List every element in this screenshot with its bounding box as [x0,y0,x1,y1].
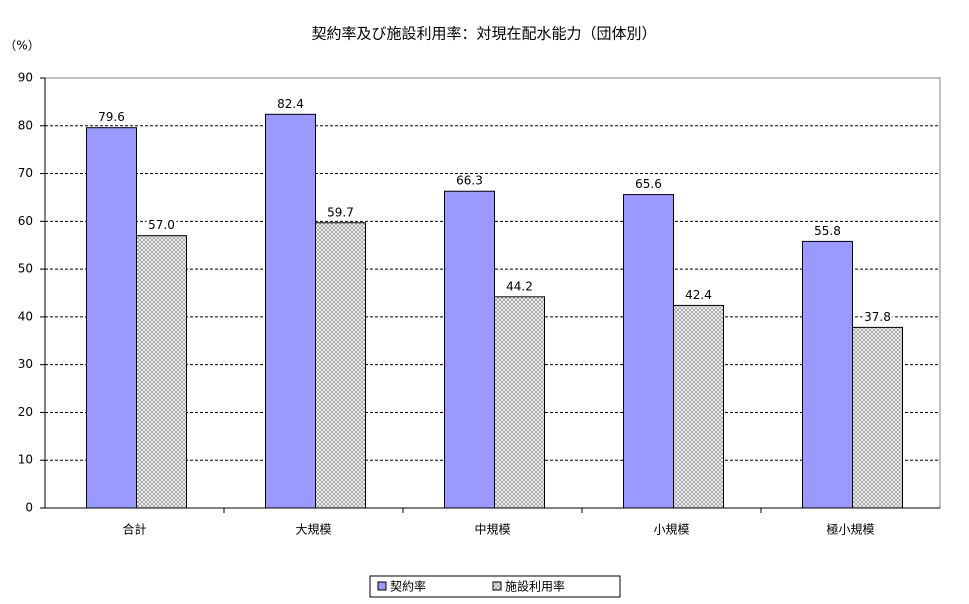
legend-label: 契約率 [390,579,426,594]
y-tick-label: 10 [18,453,33,467]
y-tick-label: 30 [18,357,33,371]
value-label-bg [633,178,664,192]
x-tick-label: 極小規模 [826,522,874,537]
bar [852,326,903,509]
y-tick-label: 80 [18,118,33,132]
bar [136,235,187,509]
value-label-bg [683,289,714,303]
legend-swatch [492,581,502,591]
value-label: 66.3 [456,174,483,188]
value-label: 44.2 [506,279,533,293]
y-axis-label: （%） [4,39,39,53]
value-label: 55.8 [814,224,841,238]
bar [494,296,545,509]
x-tick-label: 小規模 [653,522,689,537]
value-label-bg [275,98,306,112]
legend-label: 施設利用率 [505,579,565,594]
y-tick-label: 70 [18,166,33,180]
value-label: 65.6 [635,177,662,191]
x-tick-label: 大規模 [295,522,331,537]
x-tick-label: 合計 [122,522,146,537]
value-label: 42.4 [685,288,712,302]
value-label-bg [325,206,356,220]
bar [315,222,366,509]
bar [673,304,724,509]
value-label-bg [862,311,893,325]
y-tick-label: 60 [18,214,33,228]
value-label-bg [812,225,843,239]
bar [265,113,316,509]
value-label: 37.8 [864,310,891,324]
y-tick-label: 50 [18,262,33,276]
y-tick-label: 40 [18,309,33,323]
x-tick-label: 中規模 [474,522,510,537]
chart-title: 契約率及び施設利用率：対現在配水能力（団体別） [311,25,656,43]
y-tick-label: 0 [25,501,33,515]
y-tick-label: 90 [18,71,33,85]
value-label-bg [504,280,535,294]
y-tick-label: 20 [18,405,33,419]
value-label: 82.4 [277,97,304,111]
value-label-bg [96,111,127,125]
value-label: 59.7 [327,205,354,219]
value-label: 57.0 [148,218,175,232]
bar [623,194,674,509]
bar [86,127,137,509]
value-label-bg [454,175,485,189]
value-label: 79.6 [98,110,125,124]
legend-swatch [377,581,387,591]
bar [802,240,853,509]
value-label-bg [146,219,177,233]
bar [444,190,495,509]
